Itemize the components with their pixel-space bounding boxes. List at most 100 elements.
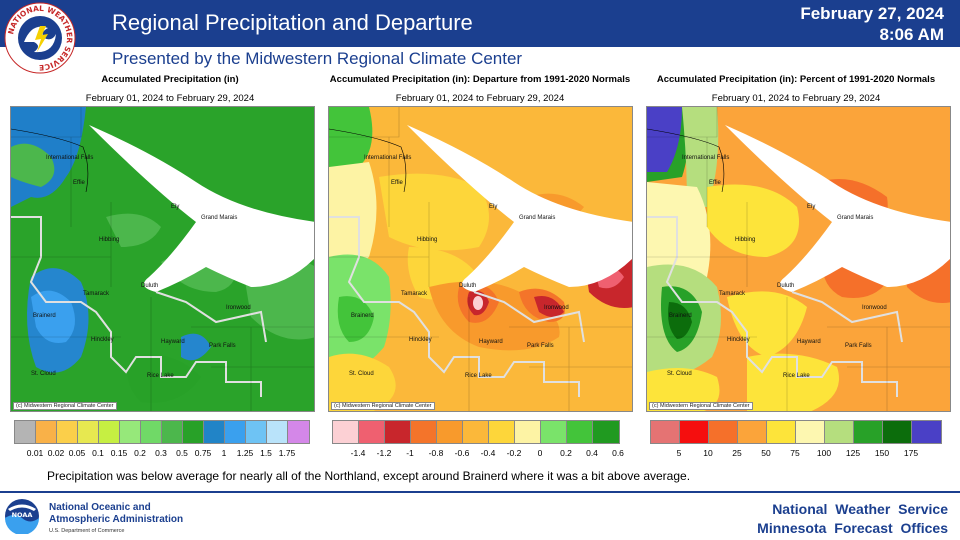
city-label: Tamarack — [719, 291, 746, 297]
legend-swatch — [463, 421, 489, 443]
header-bar — [0, 0, 960, 47]
legend-label: -0.8 — [428, 448, 444, 458]
legend-swatch — [225, 421, 246, 443]
legend-label: 25 — [732, 448, 742, 458]
city-label: Rice Lake — [147, 373, 174, 379]
legend-label: 0.2 — [560, 448, 572, 458]
nws-office-line-2: Minnesota Forecast Offices — [757, 520, 948, 536]
noaa-name: National Oceanic and Atmospheric Adminis… — [49, 502, 183, 526]
legend-label: 0.15 — [110, 448, 128, 458]
legend-swatch — [515, 421, 541, 443]
city-label: Duluth — [459, 283, 477, 289]
city-label: Hinckley — [409, 337, 432, 343]
legend-swatch — [767, 421, 796, 443]
city-label: Hinckley — [727, 337, 750, 343]
city-label: Rice Lake — [465, 373, 492, 379]
page-title: Regional Precipitation and Departure — [112, 10, 473, 35]
footer-divider — [0, 491, 960, 493]
city-label: Brainerd — [669, 313, 692, 319]
header-subtitle-bar — [0, 47, 960, 72]
legend-swatch — [359, 421, 385, 443]
legend-swatch — [15, 421, 36, 443]
legend-label: 50 — [761, 448, 771, 458]
city-label: Hayward — [479, 339, 503, 345]
legend-label: 0.05 — [68, 448, 86, 458]
legend-swatch — [593, 421, 619, 443]
issue-date: February 27, 2024 — [800, 4, 944, 23]
city-label: Tamarack — [83, 291, 110, 297]
panel-2-title: Accumulated Precipitation (in): Departur… — [329, 74, 631, 85]
legend-label: 5 — [676, 448, 682, 458]
legend-precip-percent — [650, 420, 942, 444]
legend-swatch — [267, 421, 288, 443]
panel-3-title: Accumulated Precipitation (in): Percent … — [656, 74, 936, 85]
legend-swatch — [912, 421, 941, 443]
noaa-name-line-2: Atmospheric Administration — [49, 514, 184, 525]
legend-label: -0.6 — [454, 448, 470, 458]
noaa-name-line-1: National Oceanic and — [49, 502, 151, 513]
legend-swatch — [246, 421, 267, 443]
legend-swatch — [162, 421, 183, 443]
legend-swatch — [204, 421, 225, 443]
legend-swatch — [78, 421, 99, 443]
city-label: Hibbing — [99, 237, 120, 243]
map-credit: (c) Midwestern Regional Climate Center — [331, 402, 435, 410]
map-credit: (c) Midwestern Regional Climate Center — [13, 402, 117, 410]
legend-swatch — [796, 421, 825, 443]
legend-label: 0.1 — [92, 448, 104, 458]
legend-label: -1 — [406, 448, 414, 458]
city-label: Hinckley — [91, 337, 114, 343]
legend-label: 0.02 — [47, 448, 65, 458]
legend-accumulated-precip-labels: 0.01 0.02 0.05 0.1 0.15 0.2 0.3 0.5 0.75 1 1.25 1.5… — [14, 448, 310, 460]
city-label: Hayward — [161, 339, 185, 345]
legend-swatch — [651, 421, 680, 443]
legend-label: -0.4 — [480, 448, 496, 458]
legend-label: 150 — [874, 448, 890, 458]
city-label: St. Cloud — [667, 371, 692, 377]
city-label: Tamarack — [401, 291, 428, 297]
legend-swatch — [883, 421, 912, 443]
page-subtitle: Presented by the Midwestern Regional Cli… — [112, 49, 523, 68]
city-label: International Falls — [682, 155, 730, 161]
map-credit: (c) Midwestern Regional Climate Center — [649, 402, 753, 410]
legend-swatch — [854, 421, 883, 443]
legend-swatch — [57, 421, 78, 443]
legend-swatch — [680, 421, 709, 443]
legend-precip-departure — [332, 420, 620, 444]
legend-swatch — [825, 421, 854, 443]
legend-swatch — [99, 421, 120, 443]
city-label: Grand Marais — [837, 215, 874, 221]
city-label: Ely — [807, 204, 816, 210]
city-label: Rice Lake — [783, 373, 810, 379]
noaa-logo: NOAA — [5, 499, 39, 534]
legend-label: 0.2 — [134, 448, 146, 458]
legend-label: 1.5 — [260, 448, 272, 458]
city-label: Ironwood — [544, 305, 569, 311]
nws-logo: NATIONAL WEATHER SERVICE — [4, 2, 76, 74]
city-label: Brainerd — [33, 313, 56, 319]
legend-swatch — [288, 421, 309, 443]
issue-time: 8:06 AM — [879, 25, 944, 44]
city-label: Effie — [709, 180, 721, 186]
legend-swatch — [411, 421, 437, 443]
city-label: Duluth — [777, 283, 795, 289]
city-label: Effie — [73, 180, 85, 186]
legend-label: 175 — [903, 448, 919, 458]
legend-label: -1.2 — [376, 448, 392, 458]
legend-label: 0.01 — [26, 448, 44, 458]
legend-label: 1 — [221, 448, 227, 458]
city-label: International Falls — [364, 155, 412, 161]
city-label: Hibbing — [417, 237, 438, 243]
legend-label: 1.75 — [278, 448, 296, 458]
legend-swatch — [709, 421, 738, 443]
city-label: Ironwood — [226, 305, 251, 311]
legend-label: -1.4 — [350, 448, 366, 458]
nws-office-line-1: National Weather Service — [772, 501, 948, 517]
legend-label: 0.75 — [194, 448, 212, 458]
city-label: Park Falls — [845, 343, 872, 349]
map-precip-percent: International Falls Effie Ely Grand Mara… — [646, 106, 951, 412]
panel-3-dates: February 01, 2024 to February 29, 2024 — [711, 93, 881, 104]
legend-swatch — [738, 421, 767, 443]
city-label: Grand Marais — [519, 215, 556, 221]
panel-1-dates: February 01, 2024 to February 29, 2024 — [85, 93, 255, 104]
